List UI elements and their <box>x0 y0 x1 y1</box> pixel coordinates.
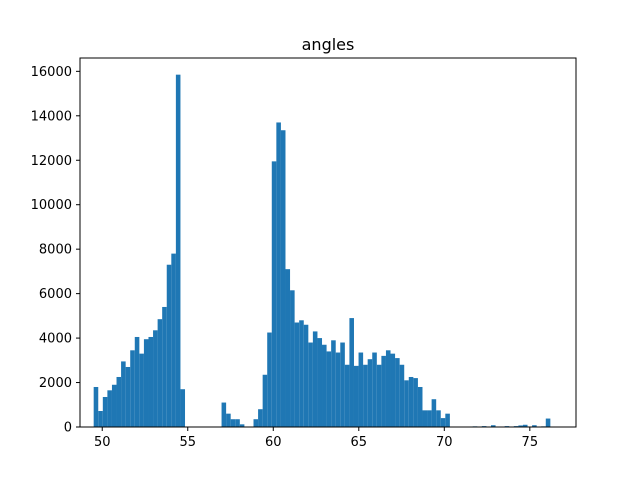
histogram-bar <box>102 396 108 427</box>
histogram-bar <box>353 365 359 427</box>
chart-title: angles <box>302 35 355 54</box>
x-axis: 50 55 60 65 70 75 <box>94 427 538 450</box>
histogram-bar <box>175 74 181 428</box>
histogram-bar <box>271 161 277 428</box>
histogram-bar <box>344 364 350 427</box>
histogram-bar <box>148 336 154 427</box>
histogram-bar <box>308 342 313 427</box>
histogram-bar <box>440 418 446 427</box>
histogram-bar <box>285 269 291 427</box>
y-tick-label: 0 <box>64 421 72 436</box>
histogram-bar <box>93 386 99 427</box>
x-tick-label: 50 <box>94 435 111 450</box>
y-tick-label: 10000 <box>31 198 72 213</box>
histogram-bar <box>230 419 236 427</box>
histogram-bar <box>262 374 268 427</box>
x-tick-label: 55 <box>179 435 196 450</box>
histogram-bar <box>490 425 496 427</box>
y-tick-label: 12000 <box>31 154 72 169</box>
histogram-bar <box>121 361 126 427</box>
histogram-bar <box>162 306 167 427</box>
y-tick-label: 2000 <box>39 376 72 391</box>
histogram-bar <box>134 336 140 427</box>
bars-group <box>93 74 551 428</box>
histogram-bar <box>303 324 309 427</box>
histogram-bar <box>171 253 176 427</box>
x-tick-label: 60 <box>265 435 282 450</box>
histogram-bar <box>522 424 528 427</box>
histogram-bar <box>358 352 364 427</box>
histogram-bar <box>139 353 144 427</box>
histogram-bar <box>239 424 245 427</box>
histogram-bar <box>130 350 135 427</box>
plot-frame <box>79 57 577 428</box>
histogram-bar <box>253 419 259 427</box>
histogram-bar <box>445 413 450 427</box>
x-tick-label: 75 <box>522 435 539 450</box>
histogram-bar <box>436 410 441 427</box>
x-tick-label: 70 <box>436 435 453 450</box>
histogram-bar <box>258 409 263 427</box>
histogram-bar <box>98 411 103 427</box>
histogram-bar <box>267 332 272 427</box>
histogram-bar <box>166 264 172 427</box>
histogram-bar <box>235 419 240 427</box>
histogram-bar <box>157 319 163 427</box>
histogram-bar <box>312 331 318 427</box>
histogram-bar <box>107 390 112 427</box>
x-tick-label: 65 <box>351 435 368 450</box>
histogram-bar <box>417 386 423 427</box>
histogram-bar <box>326 351 332 427</box>
histogram-bar <box>294 322 300 427</box>
histogram-bar <box>427 410 432 427</box>
histogram-bar <box>280 130 286 428</box>
y-tick-label: 14000 <box>31 109 72 124</box>
histogram-bar <box>545 418 551 427</box>
histogram-bar <box>376 364 382 427</box>
y-tick-label: 8000 <box>39 243 72 258</box>
histogram-bar <box>276 122 281 428</box>
histogram-bar <box>422 410 428 427</box>
histogram-bar <box>340 342 345 427</box>
histogram-bar <box>116 376 122 427</box>
histogram-bar <box>226 413 231 427</box>
histogram-bar <box>385 350 391 427</box>
histogram-bar <box>399 364 405 427</box>
histogram-bar <box>395 358 400 427</box>
histogram-bar <box>532 425 537 427</box>
y-tick-label: 6000 <box>39 287 72 302</box>
histogram-bar <box>335 352 341 427</box>
y-axis: 0 2000 4000 6000 8000 10000 12000 14000 16000 <box>31 65 80 436</box>
histogram-bar <box>331 340 336 427</box>
histogram-bar <box>363 364 368 427</box>
histogram-bar <box>381 355 386 427</box>
histogram-bar <box>413 378 418 427</box>
histogram-bar <box>390 353 396 427</box>
histogram-bar <box>367 359 373 427</box>
histogram-bar <box>299 320 304 427</box>
histogram-bar <box>322 344 327 427</box>
y-tick-label: 4000 <box>39 332 72 347</box>
histogram-bar <box>372 352 377 427</box>
histogram-bar <box>125 366 131 427</box>
histogram-bar <box>153 330 158 427</box>
histogram-bar <box>408 376 414 427</box>
y-tick-label: 16000 <box>31 65 72 80</box>
histogram-bar <box>180 389 186 427</box>
histogram-bar <box>349 318 354 427</box>
histogram-bar <box>143 339 149 427</box>
histogram-bar <box>404 380 409 427</box>
histogram-bar <box>290 290 295 427</box>
histogram-bar <box>518 425 523 427</box>
histogram-bar <box>221 402 227 427</box>
histogram-bar <box>317 338 323 427</box>
histogram-bar <box>111 384 117 427</box>
histogram-bar <box>431 399 437 427</box>
